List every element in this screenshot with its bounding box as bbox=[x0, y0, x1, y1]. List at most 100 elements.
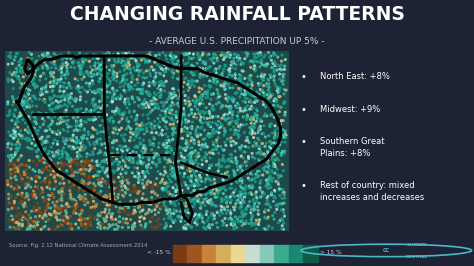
Point bbox=[102, 172, 110, 177]
Point bbox=[221, 198, 228, 202]
Point bbox=[68, 147, 76, 151]
Point bbox=[279, 190, 287, 195]
Point bbox=[161, 201, 168, 205]
Point bbox=[46, 212, 53, 216]
Point bbox=[38, 89, 46, 93]
Point bbox=[97, 226, 105, 231]
Point bbox=[108, 215, 115, 220]
Point bbox=[36, 159, 44, 163]
Point bbox=[110, 180, 118, 184]
Point bbox=[279, 162, 286, 167]
Point bbox=[24, 192, 31, 197]
Point bbox=[225, 157, 233, 161]
Point bbox=[221, 129, 229, 133]
Point bbox=[46, 169, 54, 173]
Point bbox=[77, 66, 84, 70]
Point bbox=[31, 62, 38, 66]
Point bbox=[185, 168, 193, 172]
Point bbox=[74, 156, 82, 160]
Point bbox=[62, 221, 69, 225]
Point bbox=[110, 73, 118, 77]
Point bbox=[200, 111, 208, 116]
Point bbox=[231, 67, 239, 71]
Point bbox=[123, 106, 131, 110]
Point bbox=[252, 141, 260, 146]
Point bbox=[50, 175, 58, 179]
Point bbox=[126, 66, 133, 70]
Point bbox=[185, 99, 193, 103]
Point bbox=[37, 74, 45, 78]
Point bbox=[25, 104, 32, 108]
Point bbox=[71, 140, 78, 144]
Point bbox=[131, 204, 138, 208]
Point bbox=[78, 209, 86, 213]
Point bbox=[64, 218, 72, 222]
Point bbox=[67, 86, 75, 90]
Point bbox=[18, 103, 26, 107]
Point bbox=[155, 80, 163, 84]
Point bbox=[262, 227, 269, 231]
Point bbox=[276, 174, 284, 178]
Point bbox=[70, 159, 77, 164]
Point bbox=[101, 70, 109, 75]
Point bbox=[247, 129, 255, 134]
Point bbox=[223, 76, 230, 80]
Point bbox=[189, 151, 196, 156]
Point bbox=[240, 200, 247, 205]
Point bbox=[60, 85, 67, 89]
Point bbox=[80, 180, 88, 184]
Point bbox=[89, 101, 96, 105]
Point bbox=[162, 206, 170, 210]
Point bbox=[97, 177, 104, 181]
Point bbox=[214, 225, 221, 230]
Point bbox=[11, 165, 19, 169]
Point bbox=[76, 63, 84, 67]
Point bbox=[161, 226, 169, 230]
Point bbox=[162, 110, 169, 114]
Point bbox=[274, 221, 282, 225]
Point bbox=[11, 174, 19, 178]
Point bbox=[143, 164, 150, 168]
Point bbox=[15, 223, 23, 228]
Point bbox=[251, 65, 259, 69]
Point bbox=[161, 196, 168, 200]
Point bbox=[44, 66, 52, 70]
Point bbox=[186, 177, 193, 181]
Point bbox=[10, 132, 18, 136]
Point bbox=[173, 209, 181, 213]
Point bbox=[51, 209, 58, 213]
Point bbox=[271, 131, 279, 135]
Point bbox=[273, 203, 280, 208]
Point bbox=[39, 117, 46, 121]
Point bbox=[260, 94, 268, 98]
Point bbox=[93, 218, 101, 222]
Point bbox=[56, 218, 64, 222]
Point bbox=[224, 51, 232, 55]
Point bbox=[149, 185, 156, 189]
Point bbox=[262, 144, 269, 148]
Point bbox=[76, 213, 83, 217]
Point bbox=[14, 206, 22, 210]
Point bbox=[41, 129, 49, 133]
Point bbox=[151, 106, 159, 110]
Point bbox=[138, 58, 146, 62]
Point bbox=[219, 223, 227, 227]
Point bbox=[73, 109, 81, 113]
Point bbox=[28, 192, 36, 196]
Point bbox=[39, 160, 46, 164]
Point bbox=[123, 178, 131, 182]
Point bbox=[40, 72, 48, 76]
Point bbox=[243, 54, 251, 58]
Point bbox=[278, 196, 286, 201]
Point bbox=[179, 59, 186, 63]
Point bbox=[110, 197, 118, 201]
Point bbox=[201, 155, 208, 159]
Point bbox=[231, 91, 239, 95]
Point bbox=[156, 72, 164, 76]
Point bbox=[150, 97, 158, 101]
Point bbox=[50, 195, 58, 200]
Point bbox=[92, 204, 100, 208]
Point bbox=[102, 181, 110, 186]
Point bbox=[152, 53, 160, 58]
Point bbox=[118, 188, 126, 192]
